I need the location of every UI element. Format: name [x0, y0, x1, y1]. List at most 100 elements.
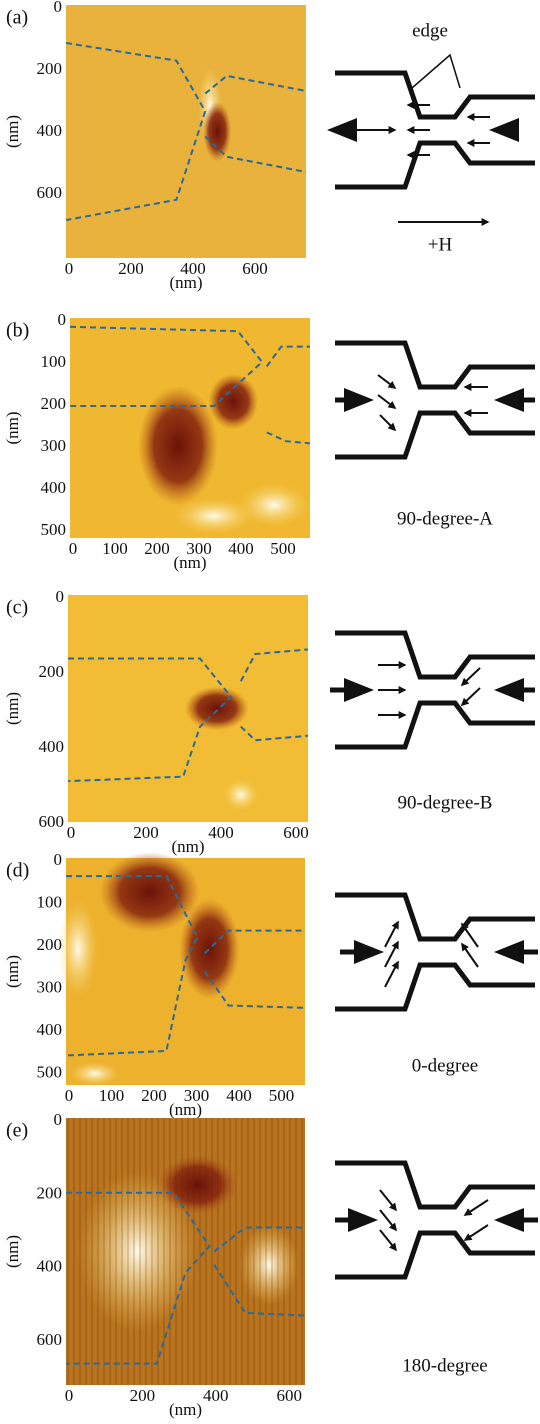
- y-tick-label: 0: [54, 0, 63, 16]
- x-axis-label: (nm): [173, 553, 206, 572]
- domain-contrast: [203, 101, 232, 162]
- wire-outline: [266, 431, 311, 445]
- x-axis-label: (nm): [169, 1100, 202, 1119]
- wire-edge: [335, 1230, 535, 1280]
- wire-edge: [335, 630, 535, 680]
- wire-outline: [203, 929, 305, 955]
- y-tick-label: 300: [41, 436, 67, 455]
- panel: (e) 0 200 400 600 0 200 400 600 (nm) (nm) 180-degre…: [3, 1110, 538, 1419]
- y-tick-label: 400: [37, 121, 63, 140]
- y-tick-label: 100: [41, 352, 67, 371]
- x-axis-label: (nm): [171, 837, 204, 856]
- domain-contrast: [239, 483, 309, 527]
- domain-contrast: [208, 373, 259, 430]
- wire-outline: [204, 135, 307, 173]
- x-tick-label: 200: [144, 539, 170, 558]
- y-tick-label: 0: [54, 850, 63, 869]
- y-tick-label: 200: [37, 59, 63, 78]
- annotation: +H: [428, 234, 453, 255]
- y-tick-label: 400: [41, 478, 67, 497]
- magnetization-arrow: [461, 922, 479, 948]
- magnetization-arrow: [377, 374, 397, 389]
- domain-contrast: [57, 898, 98, 999]
- panel-label: (d): [6, 860, 29, 882]
- x-tick-label: 600: [276, 1386, 302, 1405]
- magnetization-arrow: [463, 1199, 489, 1216]
- scan-noise: [66, 1118, 305, 1385]
- y-tick-label: 0: [54, 1110, 63, 1129]
- y-tick-label: 600: [37, 1330, 63, 1349]
- wire-edge: [335, 962, 535, 1012]
- x-tick-label: 0: [65, 1086, 74, 1105]
- magnetization-arrow: [384, 920, 399, 948]
- x-tick-label: 0: [67, 823, 76, 842]
- magnetization-arrow: [460, 667, 481, 687]
- x-tick-label: 400: [228, 539, 254, 558]
- caption: 90-degree-A: [397, 508, 493, 529]
- y-axis-label: (nm): [3, 115, 22, 148]
- wire-edge: [335, 340, 535, 390]
- x-tick-label: 500: [270, 539, 296, 558]
- x-tick-label: 300: [184, 1086, 210, 1105]
- magnetization-arrow: [461, 942, 479, 968]
- magnetization-arrow: [377, 394, 397, 409]
- y-tick-label: 600: [37, 183, 63, 202]
- domain-contrast: [179, 898, 240, 999]
- y-tick-label: 600: [39, 812, 65, 831]
- panel-label: (b): [6, 320, 29, 342]
- y-tick-label: 500: [37, 1062, 63, 1081]
- wire-outline: [239, 648, 309, 682]
- y-tick-label: 400: [37, 1020, 63, 1039]
- wire-edge: [335, 410, 535, 460]
- x-axis-label: (nm): [169, 273, 202, 292]
- wire-outline: [204, 74, 307, 95]
- caption: 180-degree: [402, 1355, 487, 1376]
- y-tick-label: 200: [37, 935, 63, 954]
- magnetization-arrow: [460, 687, 481, 707]
- x-tick-label: 500: [269, 1086, 295, 1105]
- x-tick-label: 200: [141, 1086, 167, 1105]
- wire-outline: [67, 657, 233, 783]
- wire-outline: [65, 41, 207, 222]
- domain-contrast: [222, 778, 259, 811]
- panel: (a) 0 200 400 600 0 200 400 600 (nm) (nm) edge +H: [3, 0, 535, 292]
- wire-outline: [69, 325, 264, 407]
- x-tick-label: 400: [203, 1386, 229, 1405]
- wire-outline: [65, 875, 199, 1057]
- wire-edge: [335, 700, 535, 750]
- y-tick-label: 100: [37, 892, 63, 911]
- x-tick-label: 400: [208, 823, 234, 842]
- wire-edge: [335, 70, 535, 120]
- wire-outline: [265, 345, 310, 367]
- wire-edge: [335, 1160, 535, 1210]
- x-tick-label: 100: [99, 1086, 125, 1105]
- domain-contrast: [99, 852, 200, 933]
- magnetization-arrow: [463, 1224, 489, 1241]
- x-axis-label: (nm): [169, 1400, 202, 1419]
- domain-contrast: [138, 385, 218, 506]
- panel-label: (a): [6, 7, 28, 29]
- y-tick-label: 200: [41, 394, 67, 413]
- y-axis-label: (nm): [3, 1235, 22, 1268]
- domain-contrast: [69, 1061, 120, 1086]
- panel-label: (e): [6, 1120, 28, 1142]
- magnetization-arrow: [379, 1209, 397, 1232]
- magnetization-arrow: [379, 414, 397, 432]
- mfm-image: [66, 5, 306, 258]
- magnetization-arrow: [379, 1189, 397, 1212]
- y-axis-label: (nm): [3, 411, 22, 444]
- x-tick-label: 200: [118, 259, 144, 278]
- x-tick-label: 400: [226, 1086, 252, 1105]
- wire-outline: [240, 725, 309, 742]
- x-tick-label: 300: [186, 539, 212, 558]
- caption: 0-degree: [412, 1055, 478, 1076]
- x-tick-label: 200: [133, 823, 159, 842]
- wire-edge: [335, 140, 535, 190]
- annotation: edge: [412, 20, 448, 41]
- domain-contrast: [174, 498, 254, 534]
